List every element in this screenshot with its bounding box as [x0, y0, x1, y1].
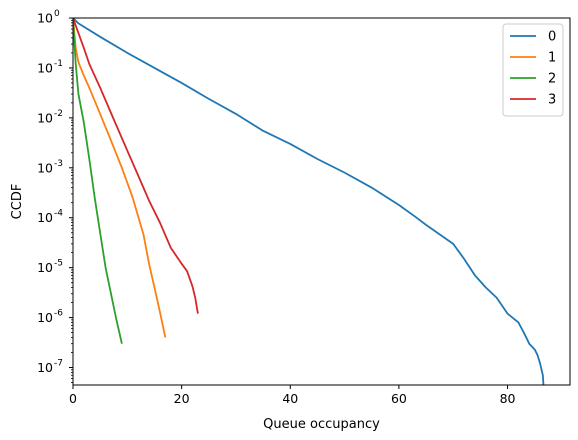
y-tick-label: 10 — [37, 11, 53, 26]
y-tick-exponent: -5 — [54, 259, 63, 269]
legend-label-3: 3 — [548, 93, 556, 108]
y-tick-exponent: 0 — [54, 9, 60, 19]
y-tick-exponent: -3 — [54, 159, 63, 169]
x-tick-label: 60 — [391, 391, 407, 406]
x-tick-label: 80 — [500, 391, 516, 406]
y-tick-label: 10 — [37, 260, 53, 275]
y-tick-label: 10 — [37, 110, 53, 125]
x-axis-label: Queue occupancy — [263, 417, 380, 432]
y-tick-exponent: -1 — [54, 59, 63, 69]
y-tick-label: 10 — [37, 210, 53, 225]
series-line-0 — [73, 18, 545, 385]
x-tick-label: 40 — [282, 391, 298, 406]
series-line-1 — [73, 18, 167, 338]
legend-label-1: 1 — [548, 51, 556, 66]
legend: 0 1 2 3 — [502, 23, 564, 117]
y-tick-exponent: -6 — [54, 309, 63, 319]
y-tick-label: 10 — [37, 360, 53, 375]
y-tick-exponent: -7 — [54, 359, 63, 369]
x-tick-label: 20 — [174, 391, 190, 406]
series-line-2 — [73, 18, 123, 344]
series-line-3 — [73, 18, 199, 314]
y-tick-exponent: -4 — [54, 209, 63, 219]
y-tick-label: 10 — [37, 160, 53, 175]
legend-box — [502, 23, 564, 117]
legend-label-2: 2 — [548, 72, 556, 87]
y-tick-label: 10 — [37, 310, 53, 325]
series-layer — [73, 18, 545, 385]
y-tick-exponent: -2 — [54, 109, 63, 119]
y-tick-label: 10 — [37, 60, 53, 75]
plot-frame — [72, 17, 571, 386]
y-axis-label: CCDF — [10, 184, 25, 220]
x-tick-label: 0 — [69, 391, 77, 406]
legend-label-0: 0 — [548, 30, 556, 45]
